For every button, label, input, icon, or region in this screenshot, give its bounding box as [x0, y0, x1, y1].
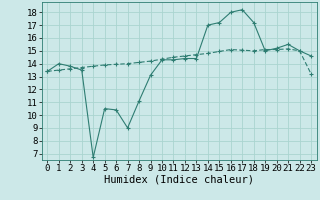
X-axis label: Humidex (Indice chaleur): Humidex (Indice chaleur) — [104, 175, 254, 185]
